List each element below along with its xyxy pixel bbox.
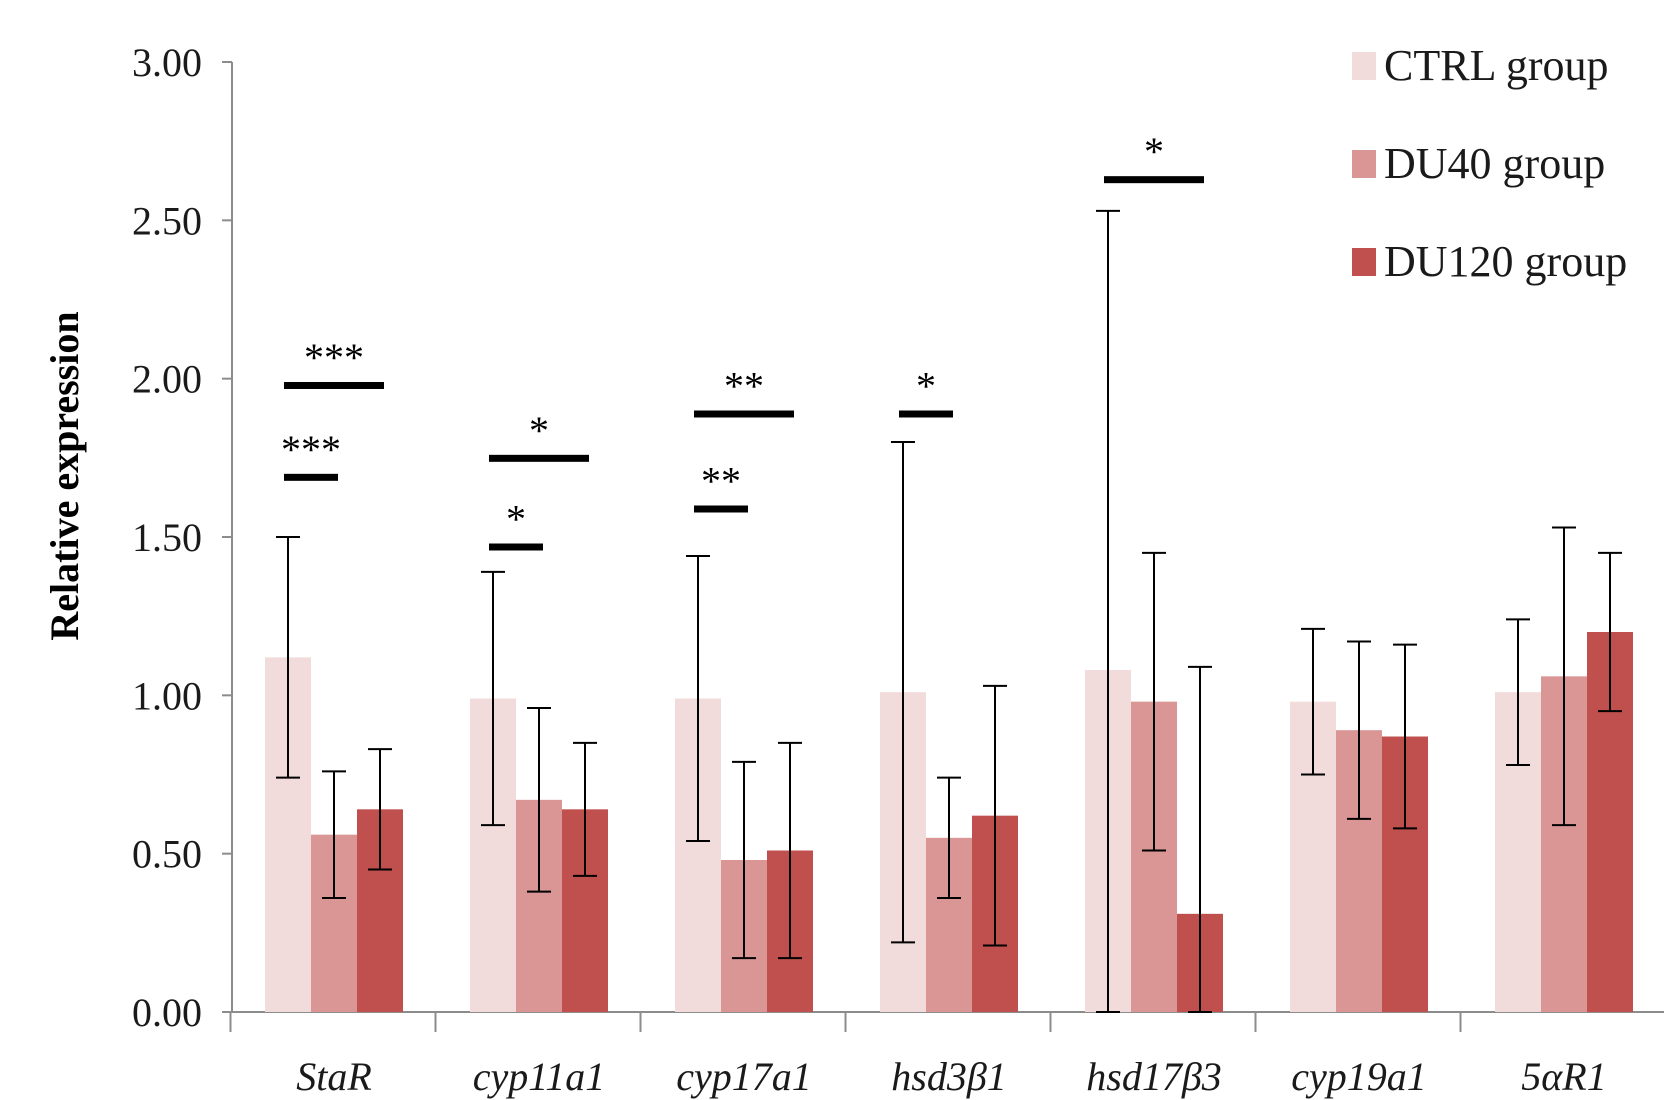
x-tick-label: cyp17a1 bbox=[676, 1054, 812, 1099]
x-tick-label: hsd3β1 bbox=[891, 1054, 1007, 1099]
significance-bar bbox=[284, 473, 338, 481]
significance-bar bbox=[284, 382, 384, 389]
significance-label: ** bbox=[724, 364, 764, 409]
y-tick-label: 1.50 bbox=[132, 515, 202, 560]
legend-label: DU40 group bbox=[1384, 139, 1605, 188]
y-tick-label: 2.00 bbox=[132, 357, 202, 402]
x-tick-label: cyp11a1 bbox=[473, 1054, 606, 1099]
legend: CTRL group DU40 group DU120 group bbox=[1352, 41, 1627, 286]
significance-label: * bbox=[529, 408, 549, 453]
significance-bar bbox=[694, 505, 748, 513]
y-axis-label: Relative expression bbox=[42, 311, 87, 640]
significance-label: * bbox=[916, 364, 936, 409]
significance-label: ** bbox=[701, 459, 741, 504]
y-tick-label: 0.50 bbox=[132, 832, 202, 877]
significance-label: * bbox=[506, 497, 526, 542]
legend-label: CTRL group bbox=[1384, 41, 1608, 90]
y-tick-label: 0.00 bbox=[132, 990, 202, 1035]
significance-label: *** bbox=[304, 335, 364, 380]
significance-bar bbox=[489, 454, 589, 462]
significance-markers: ************ ** bbox=[281, 129, 1204, 551]
significance-bar bbox=[489, 543, 543, 551]
significance-label: * bbox=[1144, 129, 1164, 174]
legend-swatch bbox=[1352, 248, 1376, 276]
significance-bar bbox=[694, 410, 794, 418]
y-tick-label: 1.00 bbox=[132, 673, 202, 718]
x-tick-label: cyp19a1 bbox=[1291, 1054, 1427, 1099]
error-bars bbox=[276, 209, 1622, 1013]
x-tick-label: StaR bbox=[296, 1054, 372, 1099]
x-tick-label: 5αR1 bbox=[1521, 1054, 1606, 1099]
legend-label: DU120 group bbox=[1384, 237, 1627, 286]
legend-swatch bbox=[1352, 150, 1376, 178]
x-tick-label: hsd17β3 bbox=[1086, 1054, 1222, 1099]
significance-label: *** bbox=[281, 427, 341, 472]
significance-bar bbox=[899, 410, 953, 418]
y-tick-label: 2.50 bbox=[132, 198, 202, 243]
significance-bar bbox=[1104, 176, 1204, 184]
y-tick-label: 3.00 bbox=[132, 40, 202, 85]
axes: 0.00 0.50 1.00 1.50 2.00 2.50 3.00 StaR cyp11a1 c… bbox=[132, 40, 1664, 1099]
legend-swatch bbox=[1352, 52, 1376, 80]
